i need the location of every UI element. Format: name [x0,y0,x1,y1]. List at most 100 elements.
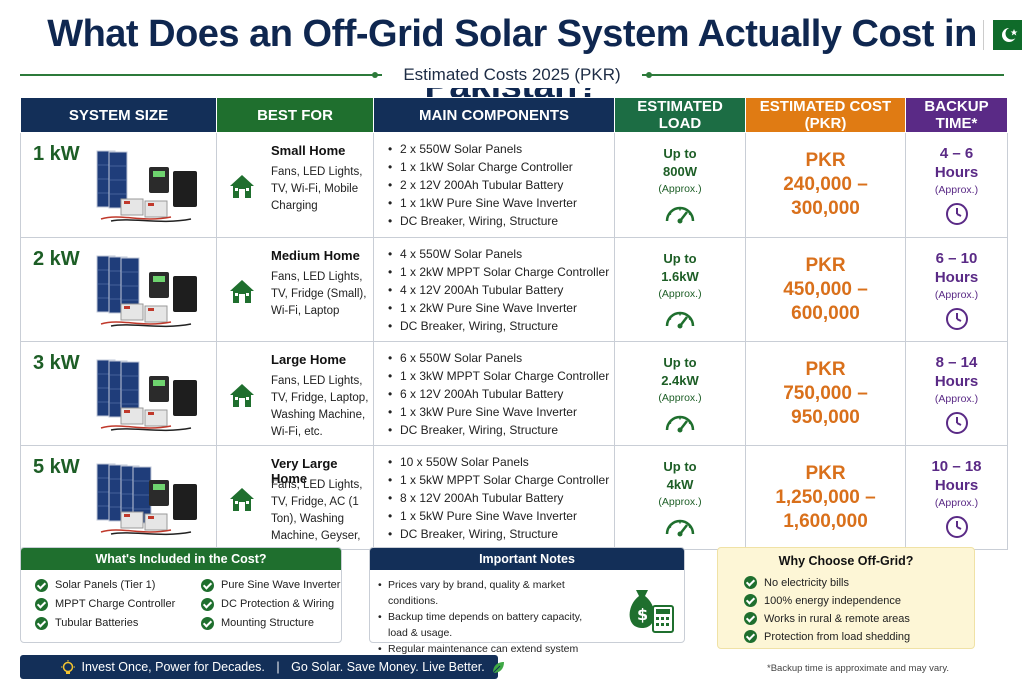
load-value: 2.4kW [661,372,699,388]
best-for-cell: Medium Home Fans, LED Lights, TV, Fridge … [216,237,374,342]
check-icon [201,598,214,611]
backup-cell: 10 – 18 Hours (Approx.) [905,445,1008,550]
check-icon [744,594,757,607]
component-item: 1 x 1kW Solar Charge Controller [388,158,614,176]
cost-cell: PKR 240,000 – 300,000 [745,132,906,238]
component-item: 1 x 3kW MPPT Solar Charge Controller [388,367,614,385]
cost-currency: PKR [805,462,846,484]
list-item: Mounting Structure [201,614,340,633]
cost-range-end: 600,000 [791,302,860,324]
component-item: DC Breaker, Wiring, Structure [388,421,614,439]
backup-range: 4 – 6 [939,145,974,162]
list-item: Prices vary by brand, quality & market c… [378,577,586,609]
load-prefix: Up to [663,250,697,266]
component-item: 6 x 550W Solar Panels [388,349,614,367]
component-item: 1 x 2kW Pure Sine Wave Inverter [388,299,614,317]
table-row: 2 kW Medium Home Fans, LED Lights, TV, Fri… [20,237,1008,342]
load-cell: Up to 800W (Approx.) [614,132,746,238]
backup-unit: Hours [934,372,979,390]
system-size-label: 1 kW [33,143,80,165]
components-cell: 10 x 550W Solar Panels1 x 5kW MPPT Solar… [373,445,615,550]
best-for-cell: Very Large Home Fans, LED Lights, TV, Fri… [216,445,374,559]
load-approx: (Approx.) [658,183,702,195]
backup-range: 8 – 14 [935,353,978,371]
table-row: 1 kW Small Home Fans, LED Lights, TV, Wi-F… [20,132,1008,238]
bottom-banner: Invest Once, Power for Decades. | Go Sol… [20,655,505,679]
load-value: 1.6kW [661,268,699,284]
check-icon [744,630,757,643]
component-item: 1 x 2kW MPPT Solar Charge Controller [388,263,614,281]
home-icon [230,488,254,511]
component-item: 1 x 5kW Pure Sine Wave Inverter [388,507,614,525]
cost-range-end: 300,000 [791,198,860,219]
component-item: DC Breaker, Wiring, Structure [388,317,614,335]
component-item: 4 x 12V 200Ah Tubular Battery [388,281,614,299]
check-icon [35,617,48,630]
cost-range-end: 1,600,000 [783,510,868,532]
included-list-right: Pure Sine Wave Inverter DC Protection & … [201,576,340,633]
system-size-cell: 1 kW [20,132,217,238]
best-for-cell: Small Home Fans, LED Lights, TV, Wi-Fi, M… [216,132,374,238]
component-item: DC Breaker, Wiring, Structure [388,212,614,230]
backup-unit: Hours [934,476,979,494]
pakistan-flag-icon [984,20,1022,50]
why-box: Why Choose Off-Grid? No electricity bill… [717,547,975,649]
divider-dot [372,72,378,78]
backup-approx: (Approx.) [934,288,979,301]
list-item: 100% energy independence [744,592,974,610]
solar-kit-icon [96,255,197,328]
component-item: 1 x 3kW Pure Sine Wave Inverter [388,403,614,421]
backup-range: 10 – 18 [931,457,982,475]
list-item: Pure Sine Wave Inverter [201,576,340,595]
component-item: 1 x 5kW MPPT Solar Charge Controller [388,471,614,489]
header-backup-time: BACKUP TIME* [905,97,1008,133]
included-list-left: Solar Panels (Tier 1) MPPT Charge Contro… [35,576,201,633]
home-icon [230,384,254,407]
clock-icon [945,203,968,225]
components-list: 2 x 550W Solar Panels1 x 1kW Solar Charg… [374,140,614,230]
list-item: MPPT Charge Controller [35,595,201,614]
home-icon [230,280,254,303]
home-icon [230,175,254,198]
list-item: Backup time depends on battery capacity,… [378,609,586,641]
system-size-label: 2 kW [33,248,80,270]
cost-currency: PKR [805,254,846,276]
component-item: 2 x 550W Solar Panels [388,140,614,158]
cost-cell: PKR 1,250,000 –1,600,000 [745,445,906,550]
load-approx: (Approx.) [658,391,702,404]
best-for-cell: Large Home Fans, LED Lights, TV, Fridge, … [216,341,374,446]
backup-range: 6 – 10 [935,249,978,267]
best-for-desc: Fans, LED Lights, TV, Fridge (Small), Wi… [271,271,367,317]
list-item: Solar Panels (Tier 1) [35,576,201,595]
component-item: 4 x 550W Solar Panels [388,245,614,263]
check-icon [744,612,757,625]
header-system-size: SYSTEM SIZE [20,97,217,133]
list-item: No electricity bills [744,574,974,592]
cost-range-start: 450,000 – [783,278,868,300]
cost-currency: PKR [805,150,846,171]
svg-text:$: $ [637,605,648,624]
load-approx: (Approx.) [658,287,702,300]
notes-list: Prices vary by brand, quality & market c… [370,570,586,673]
list-item: Tubular Batteries [35,614,201,633]
cost-range-start: 750,000 – [783,382,868,404]
cost-cell: PKR 750,000 –950,000 [745,341,906,446]
money-bag-icon: $ [629,590,674,633]
cost-range-start: 1,250,000 – [775,486,876,508]
backup-cell: 8 – 14 Hours (Approx.) [905,341,1008,446]
backup-approx: (Approx.) [934,392,979,405]
best-for-title: Large Home [271,352,347,367]
clock-icon [945,411,968,434]
best-for-desc: Fans, LED Lights, TV, Fridge, Laptop, Wa… [271,375,369,438]
divider-dot [646,72,652,78]
footnote: *Backup time is approximate and may vary… [767,663,949,674]
system-size-cell: 5 kW [20,445,217,550]
banner-slogan-2: Go Solar. Save Money. Live Better. [291,660,485,674]
clock-icon [945,515,968,538]
load-prefix: Up to [663,354,697,370]
best-for-desc: Fans, LED Lights, TV, Fridge, AC (1 Ton)… [271,479,363,559]
component-item: 8 x 12V 200Ah Tubular Battery [388,489,614,507]
component-item: 6 x 12V 200Ah Tubular Battery [388,385,614,403]
cost-table: SYSTEM SIZE BEST FOR MAIN COMPONENTS EST… [20,97,1008,559]
check-icon [201,579,214,592]
